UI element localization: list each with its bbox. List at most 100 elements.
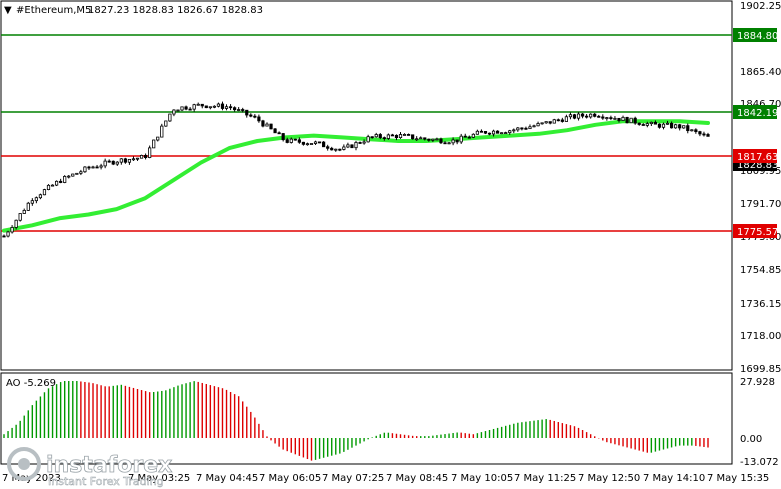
candle-body — [609, 117, 613, 120]
candle-body — [350, 144, 354, 149]
candle-body — [649, 121, 653, 125]
ao-tick: 0.00 — [740, 434, 762, 445]
candle-body — [378, 134, 382, 139]
price-tick: 1736.15 — [740, 299, 781, 310]
candle-body — [386, 134, 390, 139]
candle-body — [572, 114, 577, 119]
candle-body — [447, 142, 451, 145]
price-tick: 1865.40 — [740, 67, 781, 78]
candle-body — [144, 154, 148, 158]
time-tick: 7 May 07:25 — [322, 473, 384, 484]
candle-body — [79, 171, 83, 174]
candle-body — [398, 134, 403, 139]
candle-body — [358, 142, 362, 144]
candle-body — [83, 166, 87, 173]
candle-body — [435, 138, 439, 141]
candle-body — [580, 113, 585, 117]
candle-body — [115, 161, 119, 165]
candle-body — [669, 122, 674, 129]
candle-body — [451, 139, 455, 144]
candle-body — [95, 166, 99, 169]
candle-body — [601, 116, 605, 119]
candle-body — [467, 136, 471, 139]
tag-bg-1775 — [733, 224, 777, 238]
candle-body — [645, 123, 649, 126]
candle-body — [524, 127, 528, 130]
moving-average-line — [2, 119, 710, 233]
candle-body — [71, 173, 75, 177]
candle-body — [411, 134, 415, 140]
candle-body — [273, 128, 277, 134]
tag-text-1884: 1884.80 — [737, 31, 778, 42]
candle-body — [2, 235, 6, 238]
price-tick: 1791.70 — [740, 199, 781, 210]
candle-body — [224, 106, 229, 109]
candle-body — [212, 105, 216, 108]
chart-symbol: #Ethereum,M5 — [16, 5, 91, 16]
candle-body — [216, 103, 221, 107]
candle-body — [536, 123, 540, 127]
tag-bg-1884 — [733, 28, 777, 42]
candle-body — [402, 134, 407, 136]
candle-body — [382, 137, 386, 140]
candle-body — [678, 124, 682, 129]
candle-body — [257, 116, 261, 122]
candle-body — [285, 139, 289, 143]
time-tick: 7 May 15:35 — [707, 473, 769, 484]
candle-body — [309, 143, 314, 145]
chart-ohlc: 1827.23 1828.83 1826.67 1828.83 — [88, 5, 263, 16]
candle-body — [471, 133, 475, 138]
candle-body — [14, 219, 18, 228]
tag-text-1775: 1775.57 — [737, 227, 778, 238]
candle-body — [107, 160, 111, 163]
candle-body — [326, 146, 330, 149]
level-lines[interactable] — [1, 34, 732, 232]
tag-text-1842: 1842.19 — [737, 108, 778, 119]
candle-body — [342, 146, 346, 150]
candle-body — [46, 184, 51, 190]
candle-body — [560, 119, 564, 122]
candle-body — [50, 184, 55, 187]
tag-text-current: 1828.83 — [737, 160, 778, 171]
candle-body — [415, 138, 419, 141]
candle-body — [152, 139, 156, 149]
time-tick: 7 May 06:05 — [259, 473, 321, 484]
candle-body — [135, 157, 140, 160]
candle-body — [172, 109, 176, 115]
tag-bg-1817 — [733, 149, 777, 163]
time-tick: 7 May 03:25 — [128, 473, 190, 484]
ao-label: AO -5.269 — [6, 378, 56, 389]
candle-body — [228, 106, 233, 109]
oscillator-plot-border — [0, 372, 733, 465]
candle-body — [253, 115, 257, 118]
candle-body — [504, 132, 508, 135]
candle-body — [139, 154, 144, 159]
candle-body — [67, 175, 71, 178]
candle-body — [233, 107, 237, 111]
candle-body — [164, 120, 168, 127]
candle-body — [617, 117, 621, 121]
ao-tick: 27.928 — [740, 377, 775, 388]
candle-body — [123, 158, 127, 163]
candle-body — [674, 124, 678, 129]
candle-body — [148, 147, 152, 158]
candle-body — [657, 123, 662, 128]
candle-body — [6, 231, 10, 237]
candle-body — [621, 116, 625, 121]
candle-body — [176, 109, 180, 112]
candle-body — [119, 158, 123, 163]
candle-body — [552, 119, 556, 124]
candle-body — [706, 134, 710, 137]
candle-body — [297, 139, 301, 143]
time-tick: 7 May 08:45 — [386, 473, 448, 484]
candle-body — [686, 125, 690, 132]
candle-body — [184, 106, 188, 110]
candle-body — [127, 158, 132, 163]
candle-body — [637, 122, 641, 125]
candle-body — [338, 148, 342, 151]
candle-body — [544, 121, 548, 124]
candle-body — [439, 138, 443, 144]
candle-body — [528, 126, 532, 130]
ao-tick: -13.072 — [740, 457, 779, 468]
